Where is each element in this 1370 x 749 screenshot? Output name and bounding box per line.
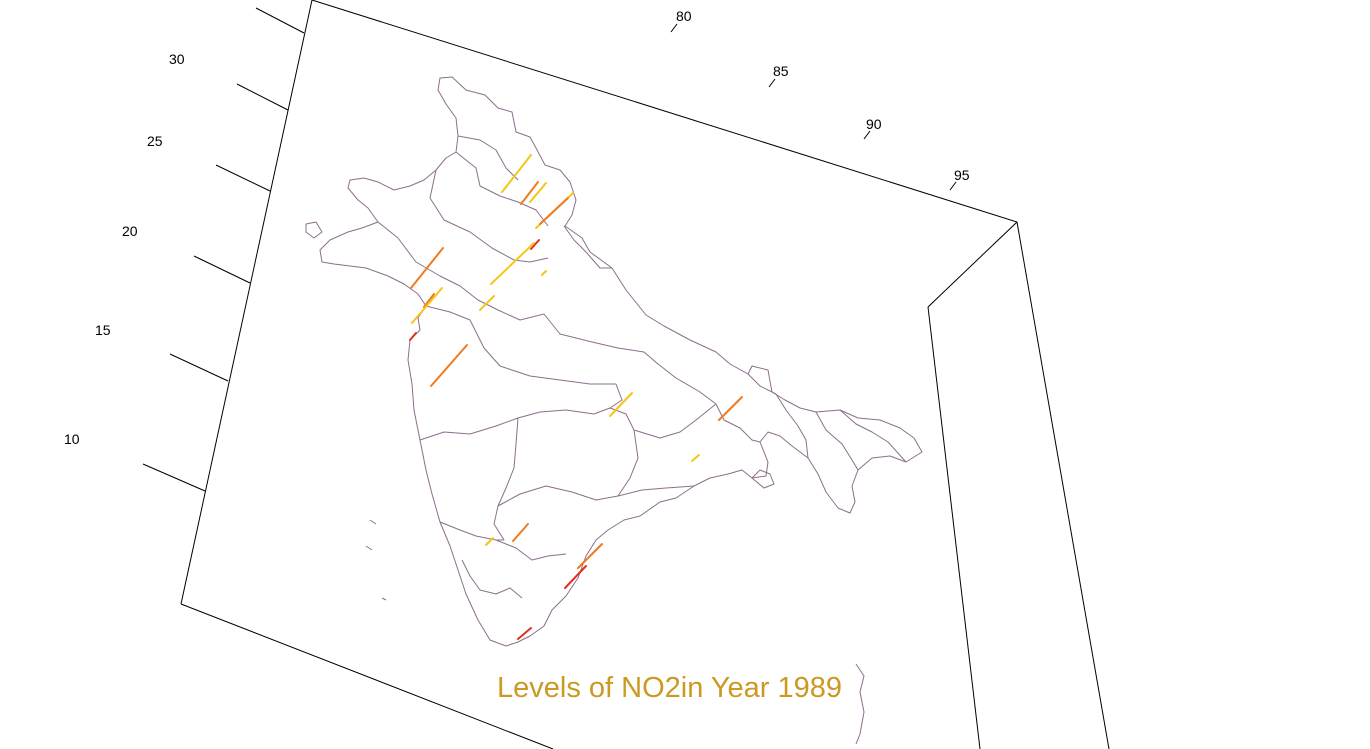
islands	[365, 519, 387, 601]
state-boundary	[543, 313, 717, 405]
no2-spike-red	[409, 332, 417, 341]
lat-tick-mark	[255, 7, 305, 34]
lat-tick-mark	[215, 164, 271, 192]
no2-spike-yellow	[541, 270, 547, 276]
lat-tick-mark	[236, 83, 289, 111]
state-boundary	[839, 409, 907, 463]
lat-tick-label: 15	[95, 322, 111, 338]
lat-tick-mark	[169, 353, 229, 382]
state-boundary	[497, 417, 519, 507]
state-boundary	[493, 505, 505, 541]
lat-tick-label: 20	[122, 223, 138, 239]
state-boundary	[609, 383, 623, 409]
no2-spike-orange	[512, 523, 529, 542]
lat-tick-mark	[142, 463, 206, 492]
kutch-coast	[305, 221, 323, 239]
no2-spike-orange	[423, 293, 435, 308]
lat-tick-label: 25	[147, 133, 163, 149]
state-boundary	[425, 305, 616, 385]
lon-tick-label: 90	[866, 116, 882, 132]
lon-tick-label: 80	[676, 8, 692, 24]
country-outline	[319, 76, 923, 647]
no2-spike-orange	[520, 181, 539, 205]
state-boundary	[419, 407, 611, 441]
india-map	[305, 76, 923, 745]
no2-spike-orange	[577, 543, 603, 569]
state-boundary	[715, 403, 761, 443]
lat-tick-label: 30	[169, 51, 185, 67]
no2-spike-yellow	[501, 154, 532, 193]
frame-diagonal-edge	[927, 221, 1018, 308]
lon-tick-label: 85	[773, 63, 789, 79]
no2-spike-orange	[410, 247, 444, 289]
frame-left-edge	[180, 0, 313, 605]
no2-spike-orange	[430, 344, 468, 387]
no2-spike-yellow	[691, 454, 700, 462]
lon-tick-label: 95	[954, 167, 970, 183]
state-boundary	[617, 429, 639, 497]
frame-bottom-edge	[180, 603, 554, 749]
state-boundary	[815, 411, 859, 471]
no2-spike-red	[517, 627, 532, 640]
no2-spike-yellow	[609, 392, 633, 417]
delta-region	[751, 469, 775, 489]
no2-spike-yellow	[479, 295, 495, 311]
no2-spike-yellow	[490, 242, 535, 285]
state-boundary	[461, 559, 523, 599]
no2-spike-red	[564, 565, 587, 589]
latitude-axis	[142, 7, 305, 492]
no2-spike-orange	[718, 396, 743, 421]
no2-spike-yellow	[529, 182, 547, 203]
frame-back-right-edge	[1016, 221, 1110, 749]
state-boundary	[609, 403, 717, 439]
no2-spike-orange	[539, 197, 569, 225]
state-boundary	[455, 151, 549, 227]
lat-tick-mark	[193, 255, 251, 284]
frame-front-right-edge	[927, 306, 981, 749]
no2-spike-red	[530, 239, 540, 250]
state-boundary	[497, 485, 695, 507]
state-boundary	[563, 225, 612, 269]
plot-box-frame	[180, 0, 1110, 749]
state-boundary	[457, 135, 519, 181]
no2-spike-yellow	[411, 287, 443, 324]
lat-tick-label: 10	[64, 431, 80, 447]
islands	[855, 663, 865, 745]
state-boundary	[747, 373, 809, 459]
lon-tick-mark	[949, 181, 957, 191]
lon-tick-mark	[768, 78, 776, 88]
map-caption: Levels of NO2in Year 1989	[497, 672, 842, 704]
lon-tick-mark	[863, 130, 871, 140]
frame-top-edge	[311, 0, 1018, 223]
no2-spikes	[409, 154, 743, 640]
longitude-axis	[670, 23, 957, 191]
no2-spike-yellow	[485, 537, 494, 546]
state-boundary	[439, 521, 567, 561]
lon-tick-mark	[670, 23, 678, 33]
state-boundary	[429, 169, 549, 263]
state-boundary	[377, 221, 545, 321]
